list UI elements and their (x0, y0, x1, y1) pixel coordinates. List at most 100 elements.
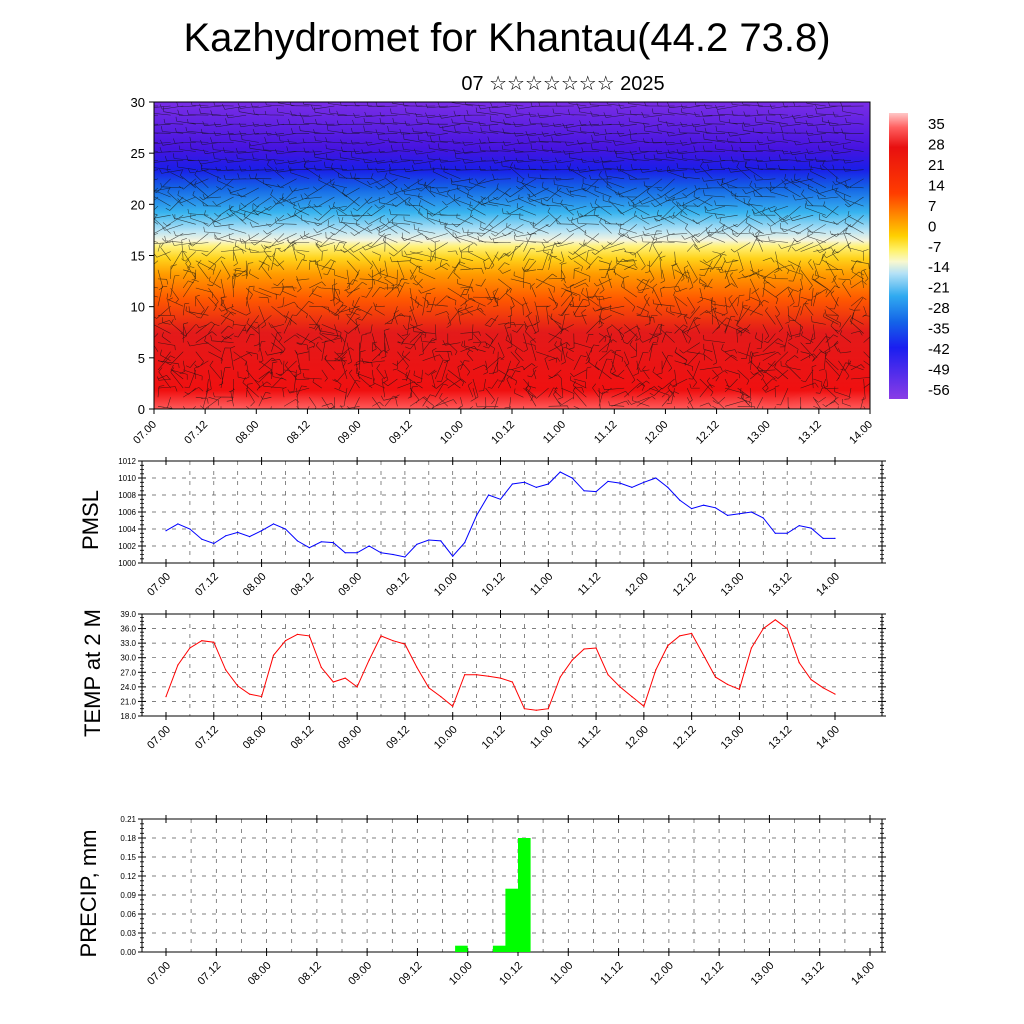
x-tick-label: 08.00 (241, 571, 269, 599)
data-point (284, 528, 287, 530)
x-tick-label: 08.12 (289, 571, 317, 599)
colorbar-label: -35 (928, 321, 950, 338)
y-minor-ticks (140, 823, 884, 948)
data-point (499, 677, 502, 679)
x-tick-label: 08.12 (289, 724, 317, 752)
data-point (679, 635, 681, 637)
bars (455, 838, 531, 952)
y-tick-label: 27.0 (120, 668, 136, 677)
grid-lines (142, 460, 882, 564)
y-tick-label: 5 (138, 351, 145, 366)
x-tick-label: 07.12 (195, 960, 223, 988)
data-point (440, 540, 442, 542)
warm-surface-patches (185, 357, 855, 409)
data-point (595, 647, 597, 649)
x-tick-label: 13.12 (799, 960, 827, 988)
data-point (643, 481, 645, 483)
data-point (165, 696, 167, 698)
wind-barbs (154, 102, 870, 409)
data-point (428, 539, 430, 541)
data-point (547, 483, 549, 485)
data-point (559, 676, 561, 678)
data-point (738, 688, 741, 690)
y-tick-label: 0.15 (120, 853, 136, 862)
y-tick-label: 18.0 (120, 712, 136, 721)
x-tick-label: 11.00 (528, 724, 555, 751)
y-tick-label: 36.0 (120, 625, 136, 634)
x-tick-label: 11.12 (592, 419, 619, 446)
x-tick-label: 12.12 (671, 571, 699, 599)
x-tick-label: 13.12 (766, 724, 794, 752)
y-tick-label: 39.0 (120, 610, 136, 619)
data-point (261, 530, 263, 532)
grid-lines (142, 613, 882, 717)
data-point (631, 696, 633, 698)
colorbar-label: 21 (928, 157, 945, 174)
colorbar-label: 7 (928, 198, 936, 215)
data-point (249, 536, 251, 538)
y-tick-label: 0.12 (120, 872, 136, 881)
cross-section-x-axis: 07.00 07.12 08.00 08.12 09.00 09.12 10.00 10.12… (131, 409, 875, 447)
x-tick-label: 13.00 (749, 960, 777, 988)
data-point (523, 708, 526, 710)
y-tick-label: 21.0 (120, 697, 136, 706)
data-point (380, 635, 382, 637)
data-point (476, 674, 478, 676)
data-point (177, 664, 179, 666)
x-tick-label: 07.12 (182, 419, 210, 447)
x-tick-label: 11.00 (528, 571, 555, 598)
data-point (296, 633, 298, 636)
colorbar-label: -56 (928, 382, 950, 399)
x-tick-label: 14.00 (814, 724, 842, 752)
data-point (822, 687, 824, 689)
data-point (452, 705, 454, 707)
data-point (798, 525, 800, 527)
y-tick-label: 0 (138, 402, 145, 417)
data-point (774, 619, 776, 621)
data-point (619, 686, 621, 688)
data-point (189, 647, 191, 649)
y-tick-label: 1004 (118, 525, 136, 534)
precipitation-panel: 0.00 0.03 0.06 0.09 0.12 0.15 0.18 0.21 07.00 07.… (76, 815, 886, 988)
x-tick-label: 14.00 (814, 571, 842, 599)
y-tick-label: 1002 (118, 542, 136, 551)
data-point (404, 556, 406, 558)
panel-frame (141, 613, 883, 717)
x-tick-label: 11.12 (576, 571, 603, 598)
y-tick-label: 0.21 (120, 815, 136, 824)
data-point (535, 709, 537, 711)
data-point (320, 541, 322, 543)
data-point (667, 486, 669, 488)
data-point (308, 547, 310, 549)
precip-bar (518, 838, 531, 952)
data-point (834, 693, 836, 695)
x-tick-label: 10.12 (497, 960, 525, 988)
colorbar: 35 28 21 14 7 0 -7 -14 -21 -28 -35 -42 -49 -56 (889, 113, 950, 399)
x-tick-label: 10.12 (489, 419, 517, 447)
data-point (464, 674, 466, 676)
x-tick-label: 09.00 (336, 571, 364, 599)
chart-title: Kazhydromet for Khantau(44.2 73.8) (183, 16, 831, 60)
x-tick-label: 08.00 (241, 724, 269, 752)
x-tick-label: 07.12 (193, 724, 221, 752)
series (165, 619, 836, 711)
x-tick-label: 07.00 (145, 960, 173, 988)
y-tick-label: 1000 (118, 559, 136, 568)
cross-section-field (154, 102, 870, 409)
y-tick-label: 1012 (118, 457, 136, 466)
x-tick-label: 10.12 (480, 571, 508, 599)
colorbar-label: -49 (928, 361, 950, 378)
y-axis: 18.0 21.0 24.0 27.0 30.0 33.0 36.0 39.0 (120, 610, 886, 721)
data-point (798, 662, 800, 664)
y-tick-label: 20 (131, 197, 145, 212)
data-point (332, 681, 334, 683)
y-tick-label: 0.18 (120, 834, 136, 843)
y-tick-label: 30 (131, 95, 145, 110)
data-point (655, 669, 657, 671)
y-axis: 0.00 0.03 0.06 0.09 0.12 0.15 0.18 0.21 (120, 815, 886, 957)
data-point (476, 514, 478, 517)
x-tick-label: 07.00 (145, 724, 173, 752)
y-tick-label: 15 (131, 249, 145, 264)
data-point (511, 483, 513, 485)
